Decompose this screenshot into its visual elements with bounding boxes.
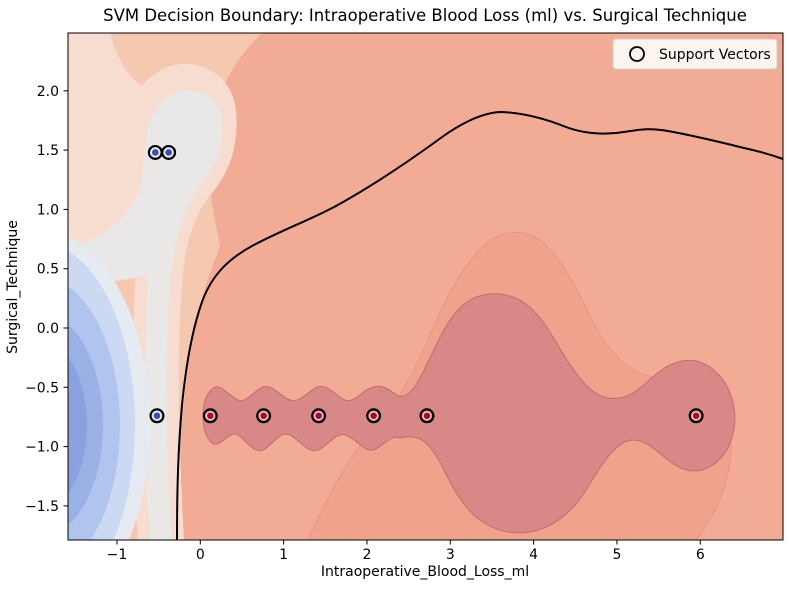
- plot-title: SVM Decision Boundary: Intraoperative Bl…: [103, 6, 747, 25]
- legend-box: [612, 38, 778, 70]
- data-point-class-positive: [259, 411, 268, 421]
- contour-band-neutral-gray: [68, 89, 223, 540]
- y-tick-label: 1.0: [37, 202, 59, 218]
- support-vector-ring: [688, 408, 704, 424]
- data-point-class-positive: [205, 411, 215, 421]
- support-vector-ring: [256, 408, 272, 424]
- scatter-points: [147, 144, 704, 424]
- y-tick-label: 0.0: [37, 321, 59, 337]
- y-tick-label: 2.0: [37, 84, 59, 100]
- support-vector-ring: [202, 408, 218, 424]
- legend: Support Vectors: [612, 38, 778, 70]
- support-vector-ring: [366, 408, 382, 424]
- data-point-class-negative: [151, 148, 160, 157]
- y-tick-label: 0.5: [37, 262, 59, 278]
- x-axis-ticks: −1 0 1 2 3 4 5 6: [107, 540, 705, 563]
- x-tick-label: 0: [196, 547, 205, 563]
- support-vector-ring: [311, 408, 327, 424]
- y-tick-label: −0.5: [25, 380, 59, 396]
- x-tick-label: −1: [107, 547, 128, 563]
- y-tick-label: −1.0: [25, 440, 59, 456]
- data-point-class-negative: [164, 148, 173, 157]
- decision-boundary-line: [176, 110, 783, 540]
- x-tick-label: 2: [362, 547, 371, 563]
- data-point-class-positive: [691, 411, 701, 421]
- contour-fill-layer: [68, 33, 783, 540]
- support-vector-ring: [419, 408, 435, 424]
- data-point-class-negative: [152, 411, 162, 421]
- y-tick-label: 1.5: [37, 143, 59, 159]
- y-tick-label: −1.5: [25, 499, 59, 515]
- x-tick-label: 5: [612, 547, 621, 563]
- data-point-class-positive: [422, 411, 432, 421]
- x-tick-label: 3: [446, 547, 455, 563]
- contour-band-blue-dark: [68, 356, 87, 494]
- data-point-class-positive: [314, 411, 323, 421]
- contour-band-rose-dark: [202, 293, 736, 534]
- legend-label: Support Vectors: [659, 47, 771, 63]
- axes-frame: [67, 32, 784, 541]
- support-vector-ring: [149, 408, 165, 424]
- x-tick-label: 1: [279, 547, 288, 563]
- x-tick-label: 4: [529, 547, 538, 563]
- open-circle-icon: [629, 46, 645, 62]
- x-axis-label: Intraoperative_Blood_Loss_ml: [321, 564, 529, 580]
- x-tick-label: 6: [696, 547, 705, 563]
- y-axis-ticks: 2.0 1.5 1.0 0.5 0.0 −0.5 −1.0 −1.5: [25, 84, 68, 515]
- support-vector-ring: [161, 144, 177, 160]
- y-axis-label: Surgical_Technique: [5, 220, 21, 354]
- data-point-class-positive: [369, 411, 378, 421]
